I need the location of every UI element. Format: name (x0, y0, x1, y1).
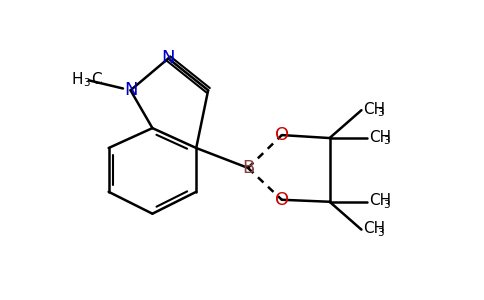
Text: CH: CH (369, 130, 392, 145)
Text: O: O (275, 191, 289, 209)
Text: N: N (162, 50, 175, 68)
Text: 3: 3 (383, 200, 390, 210)
Text: CH: CH (363, 221, 386, 236)
Text: C: C (91, 72, 102, 87)
Text: H: H (71, 72, 83, 87)
Text: B: B (242, 159, 254, 177)
Text: 3: 3 (383, 136, 390, 146)
Text: 3: 3 (378, 228, 384, 238)
Text: 3: 3 (83, 78, 90, 88)
Text: 3: 3 (378, 108, 384, 118)
Text: CH: CH (369, 193, 392, 208)
Text: CH: CH (363, 102, 386, 117)
Text: O: O (275, 126, 289, 144)
Text: N: N (124, 81, 137, 99)
